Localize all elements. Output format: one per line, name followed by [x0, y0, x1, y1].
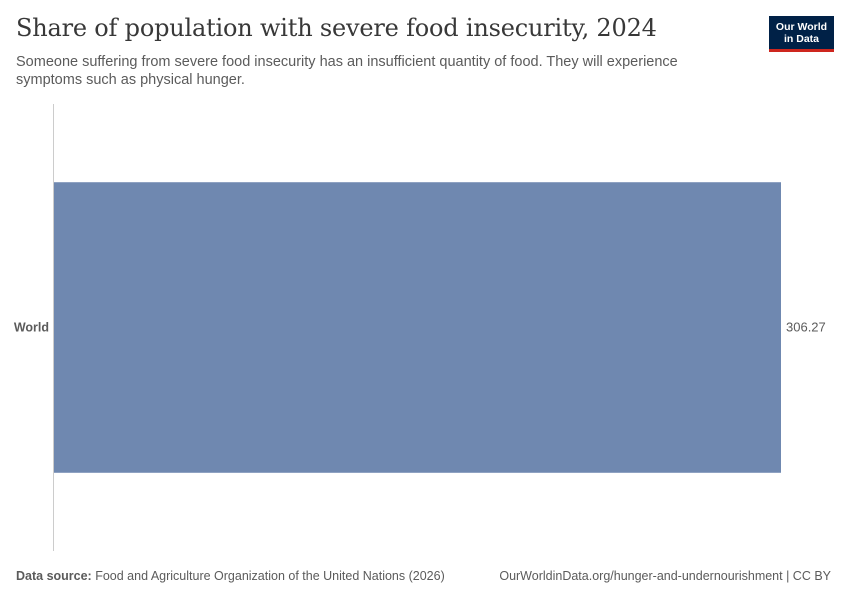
chart-title: Share of population with severe food ins…: [16, 14, 657, 42]
category-label: World: [14, 321, 49, 335]
data-source-label: Data source:: [16, 569, 92, 583]
data-source: Data source: Food and Agriculture Organi…: [16, 569, 445, 583]
logo-line-2: in Data: [783, 33, 819, 45]
source-url-link[interactable]: OurWorldinData.org/hunger-and-undernouri…: [499, 569, 831, 583]
data-source-text: Food and Agriculture Organization of the…: [95, 569, 445, 583]
value-label: 306.27: [786, 320, 826, 335]
owid-logo[interactable]: Our World in Data: [769, 16, 834, 52]
logo-line-1: Our World: [775, 21, 828, 33]
chart-subtitle: Someone suffering from severe food insec…: [16, 54, 678, 88]
bar-world[interactable]: [54, 182, 781, 473]
